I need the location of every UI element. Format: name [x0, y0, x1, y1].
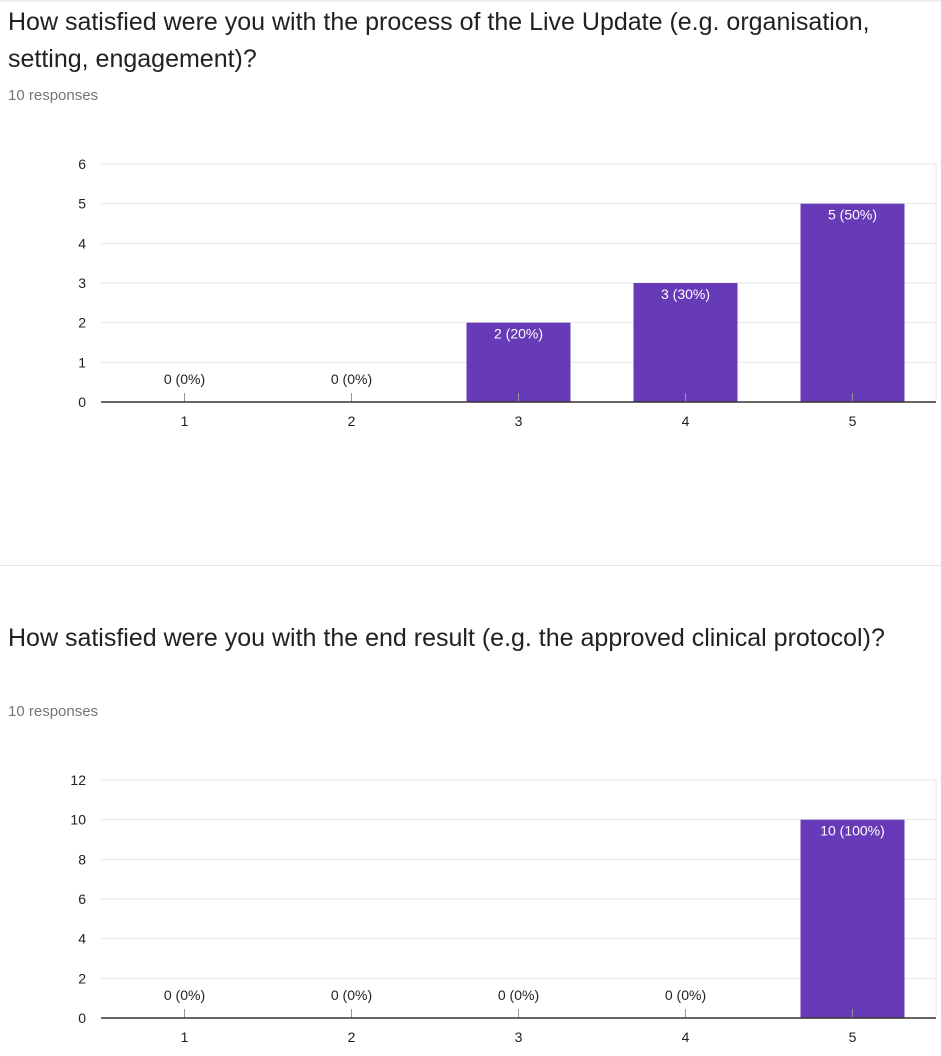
question-card-1: How satisfied were you with the process …	[8, 8, 937, 429]
y-tick-label: 12	[70, 772, 86, 788]
y-tick-label: 3	[78, 275, 86, 291]
y-tick-label: 4	[78, 931, 86, 947]
x-tick-label: 4	[682, 413, 690, 429]
y-tick-label: 2	[78, 315, 86, 331]
response-count: 10 responses	[8, 87, 99, 104]
bar	[466, 322, 571, 402]
data-label: 0 (0%)	[498, 987, 539, 1003]
x-tick-label: 5	[849, 1029, 857, 1045]
x-tick-label: 3	[515, 1029, 523, 1045]
bar	[800, 203, 905, 402]
data-label: 3 (30%)	[661, 286, 710, 302]
y-tick-label: 1	[78, 354, 86, 370]
question-card-2: How satisfied were you with the end resu…	[0, 616, 941, 1056]
x-tick-label: 2	[348, 1029, 356, 1045]
x-tick-label: 4	[682, 1029, 690, 1045]
y-tick-label: 10	[70, 812, 86, 828]
x-tick-label: 5	[849, 413, 857, 429]
x-tick-label: 1	[181, 413, 189, 429]
data-label: 0 (0%)	[331, 371, 372, 387]
bar-chart: 0 2 4 6 8 10 12 0 (0%) 1 0 (0%) 2 0 (0%) 3 0 (0%) 4 10 …	[70, 772, 937, 1045]
data-label: 0 (0%)	[331, 987, 372, 1003]
x-tick-label: 2	[348, 413, 356, 429]
top-rule	[0, 0, 941, 2]
data-label: 0 (0%)	[164, 987, 205, 1003]
question-title: How satisfied were you with the end resu…	[8, 624, 885, 652]
y-tick-label: 2	[78, 970, 86, 986]
y-tick-label: 4	[78, 235, 86, 251]
response-count: 10 responses	[8, 703, 99, 720]
data-label: 0 (0%)	[164, 371, 205, 387]
y-tick-label: 0	[78, 394, 86, 410]
y-tick-label: 6	[78, 891, 86, 907]
data-label: 0 (0%)	[665, 987, 706, 1003]
x-tick-label: 1	[181, 1029, 189, 1045]
y-tick-label: 0	[78, 1010, 86, 1026]
bar	[800, 819, 905, 1018]
section-divider	[0, 565, 941, 566]
data-label: 10 (100%)	[820, 823, 885, 839]
y-tick-label: 5	[78, 196, 86, 212]
question-title: How satisfied were you with the process …	[8, 8, 870, 73]
data-label: 5 (50%)	[828, 207, 877, 223]
bar-chart: 0 1 2 3 4 5 6 0 (0%) 1 0 (0%) 2 2 (20%) 3 3 (30%) 4 5 (…	[78, 156, 937, 429]
x-tick-label: 3	[515, 413, 523, 429]
y-tick-label: 6	[78, 156, 86, 172]
bar	[633, 283, 738, 402]
data-label: 2 (20%)	[494, 326, 543, 342]
y-tick-label: 8	[78, 851, 86, 867]
